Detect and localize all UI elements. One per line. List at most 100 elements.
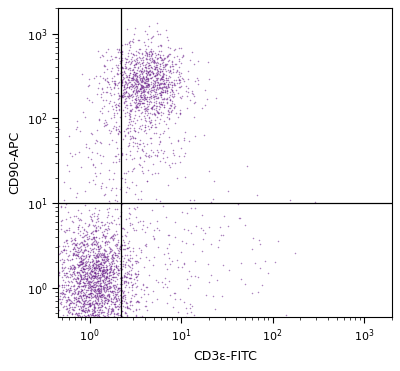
Point — [146, 272, 152, 278]
Point — [236, 215, 243, 221]
Point — [70, 229, 76, 235]
Point — [102, 247, 108, 253]
Point — [132, 96, 138, 102]
Point — [89, 228, 96, 234]
Point — [141, 84, 147, 90]
Point — [94, 273, 100, 279]
Point — [63, 216, 69, 222]
Point — [146, 91, 153, 97]
Point — [153, 95, 160, 101]
Point — [128, 92, 134, 98]
Point — [143, 61, 150, 67]
Point — [144, 178, 150, 184]
Point — [130, 127, 137, 133]
Point — [125, 289, 131, 295]
Point — [178, 83, 184, 89]
Point — [153, 278, 160, 283]
Point — [94, 270, 101, 276]
Point — [141, 288, 148, 293]
Point — [111, 85, 118, 91]
Point — [127, 79, 134, 85]
Point — [123, 233, 129, 239]
Point — [81, 114, 88, 120]
Point — [132, 105, 139, 111]
Point — [142, 127, 148, 133]
Point — [100, 264, 106, 270]
Point — [84, 314, 90, 320]
Point — [103, 281, 110, 287]
Point — [123, 74, 129, 80]
Point — [152, 111, 158, 117]
Point — [76, 241, 82, 247]
Point — [121, 280, 128, 286]
Point — [106, 305, 112, 311]
Point — [90, 253, 97, 259]
Point — [154, 296, 160, 302]
Point — [104, 312, 110, 318]
Point — [108, 233, 115, 239]
Point — [112, 289, 119, 295]
Point — [101, 240, 108, 246]
Point — [84, 287, 91, 293]
Point — [115, 289, 121, 295]
Point — [176, 76, 182, 82]
Point — [76, 306, 82, 312]
Point — [96, 263, 103, 269]
Point — [111, 255, 118, 261]
Point — [162, 89, 169, 95]
Point — [96, 290, 102, 296]
Point — [145, 75, 151, 81]
Point — [132, 280, 139, 286]
Point — [117, 285, 124, 290]
Point — [132, 103, 139, 109]
Point — [74, 260, 80, 266]
Point — [105, 293, 112, 299]
Point — [128, 60, 134, 66]
Point — [136, 68, 143, 74]
Point — [97, 293, 104, 299]
Point — [172, 109, 179, 115]
Point — [161, 148, 168, 154]
Point — [82, 188, 88, 194]
Point — [115, 90, 122, 96]
Point — [140, 39, 147, 45]
Point — [100, 292, 107, 298]
Point — [146, 57, 153, 63]
Point — [69, 283, 76, 289]
Point — [86, 266, 92, 272]
Point — [163, 62, 169, 68]
Point — [177, 73, 183, 79]
Point — [80, 283, 86, 289]
Point — [148, 99, 154, 105]
Point — [61, 247, 68, 253]
Point — [82, 278, 89, 284]
Point — [68, 218, 75, 224]
Point — [129, 53, 135, 59]
Point — [88, 274, 94, 280]
Point — [58, 282, 65, 288]
Point — [96, 252, 102, 258]
Point — [140, 73, 146, 79]
Point — [137, 61, 144, 67]
Point — [102, 249, 108, 255]
Point — [90, 278, 96, 283]
Point — [94, 286, 101, 292]
Point — [102, 122, 108, 128]
Point — [102, 118, 108, 124]
Point — [86, 281, 92, 287]
Point — [93, 253, 100, 259]
Point — [91, 308, 97, 314]
Point — [68, 235, 74, 241]
Point — [63, 250, 70, 256]
Point — [108, 295, 114, 301]
Point — [96, 117, 102, 123]
Point — [168, 61, 175, 67]
Point — [84, 95, 90, 101]
Point — [123, 72, 130, 78]
Point — [122, 64, 129, 70]
Point — [136, 74, 142, 80]
Point — [88, 241, 94, 247]
Point — [149, 50, 156, 56]
Point — [90, 303, 97, 309]
Point — [152, 66, 158, 72]
